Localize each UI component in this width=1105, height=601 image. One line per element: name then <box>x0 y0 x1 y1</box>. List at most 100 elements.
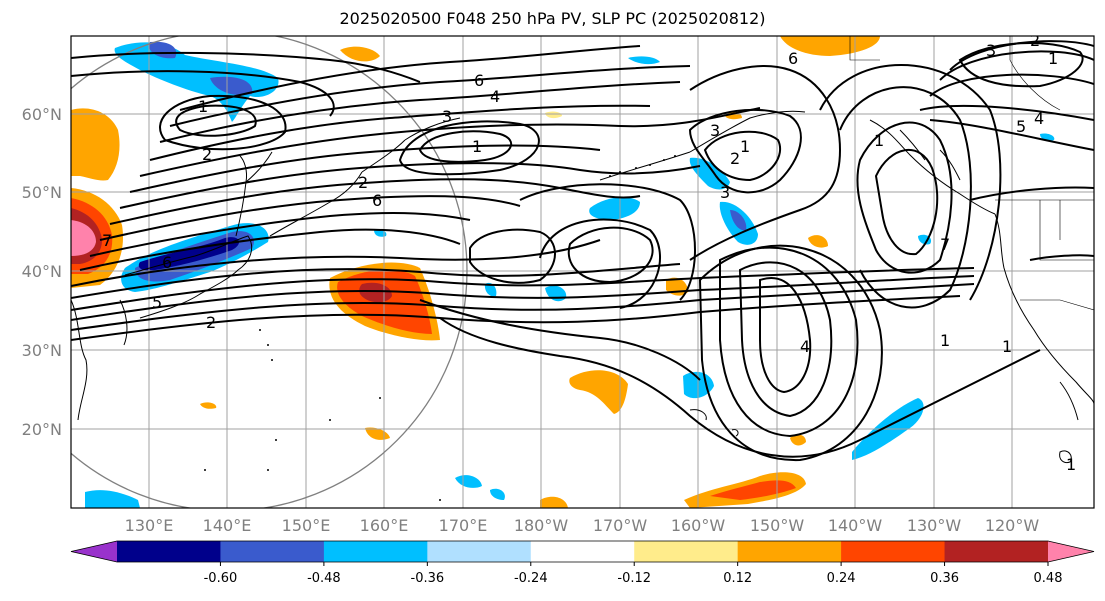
pv-positive-area <box>569 370 628 414</box>
contour-label: 7 <box>102 231 112 250</box>
pv-positive-core <box>71 220 96 256</box>
contour-label: 6 <box>162 253 172 272</box>
colorbar-extension-low <box>71 541 117 562</box>
contour-label: 3 <box>710 121 720 140</box>
colorbar-segment <box>634 541 739 562</box>
colorbar-tick-label: -0.12 <box>617 571 651 586</box>
contour-labels: 6 4 3 1 2 6 7 6 5 2 1 3 2 3 6 1 1 4 1 1 … <box>102 31 1076 474</box>
colorbar-segment <box>220 541 325 562</box>
contour-label: 1 <box>874 131 884 150</box>
pv-negative-area <box>589 197 640 220</box>
lat-label: 20°N <box>22 420 62 439</box>
lon-label: 170°E <box>439 516 488 535</box>
contour-label: 2 <box>206 313 216 332</box>
pv-negative-area <box>490 488 505 500</box>
lon-label: 150°W <box>750 516 805 535</box>
great-circle <box>71 36 468 508</box>
contour-label: 2 <box>730 149 740 168</box>
lon-label: 120°W <box>985 516 1040 535</box>
map-frame <box>70 35 1095 509</box>
colorbar-tick-label: 0.36 <box>930 571 959 586</box>
contour-label: 2 <box>1030 31 1040 50</box>
colorbar-tick-label: 0.12 <box>723 571 752 586</box>
contour-label: 1 <box>940 331 950 350</box>
contour-label: 6 <box>474 71 484 90</box>
lat-label: 40°N <box>22 262 62 281</box>
colorbar-ticks: -0.60 -0.48 -0.36 -0.24 -0.12 0.12 0.24 0.36 0.4… <box>204 562 1063 586</box>
lon-label: 150°E <box>282 516 331 535</box>
contour-label: 7 <box>940 235 950 254</box>
pv-negative-core <box>730 210 747 231</box>
pv-positive-area <box>200 402 217 409</box>
pv-negative-area <box>628 56 660 65</box>
contour-label: 6 <box>788 49 798 68</box>
pv-positive-area <box>545 111 562 119</box>
pv-negative-core <box>210 76 253 96</box>
contour-label: 2 <box>358 173 368 192</box>
contour-label: 1 <box>198 97 208 116</box>
pv-positive-area <box>540 496 568 508</box>
lon-label: 140°E <box>203 516 252 535</box>
lat-label: 30°N <box>22 341 62 360</box>
contour-label: 5 <box>152 293 162 312</box>
colorbar-tick-label: -0.60 <box>204 571 238 586</box>
lon-label: 130°W <box>907 516 962 535</box>
colorbar-segment <box>530 541 635 562</box>
pv-negative-area <box>484 282 497 297</box>
lon-label: 160°E <box>360 516 409 535</box>
lon-label: 180°W <box>514 516 569 535</box>
lon-label: 170°W <box>593 516 648 535</box>
contour-label: 1 <box>740 137 750 156</box>
colorbar-segment <box>737 541 842 562</box>
pv-positive-area <box>340 46 380 62</box>
longitude-labels: 130°E 140°E 150°E 160°E 170°E 180°W 170°… <box>125 516 1040 535</box>
lat-label: 50°N <box>22 183 62 202</box>
colorbar-segment <box>944 541 1049 562</box>
map-layer: 6 4 3 1 2 6 7 6 5 2 1 3 2 3 6 1 1 4 1 1 … <box>71 31 1094 508</box>
colorbar-segment <box>117 541 221 562</box>
contour-label: 1 <box>1066 455 1076 474</box>
colorbar-tick-label: -0.24 <box>514 571 548 586</box>
colorbar-outline <box>70 540 1095 563</box>
slp-contours <box>71 40 1094 462</box>
pv-positive-area <box>790 434 806 446</box>
lon-label: 160°W <box>671 516 726 535</box>
colorbar-extension-high <box>1048 541 1094 562</box>
pv-positive-area <box>808 235 828 248</box>
contour-label: 3 <box>442 107 452 126</box>
lon-label: 140°W <box>828 516 883 535</box>
colorbar-segment <box>427 541 532 562</box>
contour-label: 1 <box>1002 337 1012 356</box>
pv-positive-area <box>710 480 796 500</box>
lon-label: 130°E <box>125 516 174 535</box>
contour-label: 4 <box>800 337 810 356</box>
contour-label: 1 <box>472 137 482 156</box>
colorbar-tick-label: -0.36 <box>411 571 445 586</box>
contour-label: 3 <box>986 41 996 60</box>
contour-label: 5 <box>1016 117 1026 136</box>
pv-negative-area <box>85 490 140 508</box>
contour-label: 1 <box>1048 49 1058 68</box>
pv-negative-area <box>918 234 932 245</box>
pv-positive-area <box>71 108 120 181</box>
contour-label: 6 <box>372 191 382 210</box>
contour-label: 3 <box>720 183 730 202</box>
contour-label: 4 <box>1034 109 1044 128</box>
pv-negative-area <box>455 475 482 488</box>
islands <box>204 155 676 501</box>
latitude-labels: 60°N 50°N 40°N 30°N 20°N <box>22 105 62 439</box>
contour-label: 4 <box>490 87 500 106</box>
map-title: 2025020500 F048 250 hPa PV, SLP PC (2025… <box>339 9 766 28</box>
pv-negative-area <box>374 229 387 237</box>
colorbar-segment <box>841 541 946 562</box>
pv-negative-area <box>114 42 279 122</box>
colorbar-segment <box>323 541 428 562</box>
contour-label: 2 <box>202 145 212 164</box>
lat-label: 60°N <box>22 105 62 124</box>
colorbar <box>70 540 1095 563</box>
colorbar-tick-label: -0.48 <box>307 571 341 586</box>
pv-shading <box>71 36 1055 508</box>
colorbar-tick-label: 0.48 <box>1034 571 1063 586</box>
colorbar-tick-label: 0.24 <box>827 571 856 586</box>
